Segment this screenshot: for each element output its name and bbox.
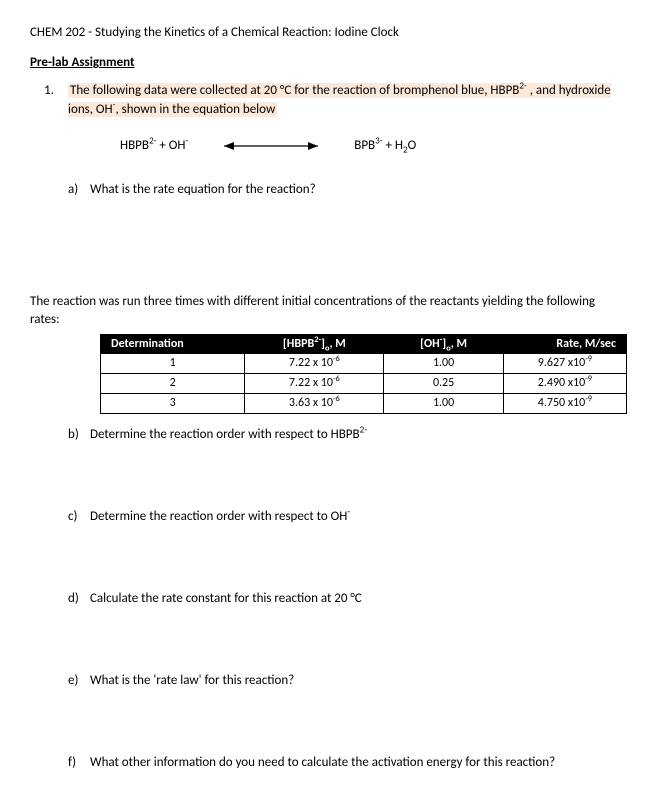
cell-hbpb: 7.22 x 10-6	[245, 374, 384, 394]
cell-det: 1	[101, 354, 245, 374]
q1-sup1: 2-	[519, 81, 526, 92]
q1-line2-pre: ions, OH	[68, 102, 113, 117]
question-c: c) Determine the reaction order with res…	[30, 508, 627, 526]
th-hbpb: [HBPB2-]o, M	[245, 334, 384, 354]
section-heading: Pre-lab Assignment	[30, 54, 627, 72]
table-body: 17.22 x 10-61.009.627 x10-927.22 x 10-60…	[101, 354, 627, 413]
eq-lhs1: HBPB	[120, 138, 149, 153]
cell-rate: 4.750 x10-9	[503, 393, 626, 413]
qf-text: What other information do you need to ca…	[90, 754, 555, 772]
cell-hbpb: 7.22 x 10-6	[245, 354, 384, 374]
cell-det: 2	[101, 374, 245, 394]
cell-det: 3	[101, 393, 245, 413]
cell-oh: 1.00	[384, 393, 503, 413]
rates-intro: The reaction was run three times with di…	[30, 293, 627, 329]
course-title: CHEM 202 - Studying the Kinetics of a Ch…	[30, 24, 627, 42]
eq-rhs2-tail: O	[408, 138, 417, 153]
qc-letter: c)	[68, 508, 90, 526]
eq-lhs2-sup: -	[185, 135, 188, 146]
th-determination: Determination	[101, 334, 245, 354]
question-e: e) What is the 'rate law' for this react…	[30, 672, 627, 690]
eq-rhs1-sup: 3-	[375, 135, 382, 146]
qb-text: Determine the reaction order with respec…	[90, 426, 367, 444]
cell-oh: 1.00	[384, 354, 503, 374]
qa-text: What is the rate equation for the reacti…	[90, 181, 316, 199]
q1-line2-tail: , shown in the equation below	[115, 102, 275, 117]
q1-line1: The following data were collected at 20 …	[70, 83, 519, 98]
question-b: b) Determine the reaction order with res…	[30, 426, 627, 444]
th-oh: [OH-]o, M	[384, 334, 503, 354]
qd-text: Calculate the rate constant for this rea…	[90, 590, 362, 608]
question-a: a) What is the rate equation for the rea…	[30, 181, 627, 199]
th-rate: Rate, M/sec	[503, 334, 626, 354]
cell-rate: 9.627 x10-9	[503, 354, 626, 374]
q1-highlight: The following data were collected at 20 …	[68, 83, 611, 116]
qc-text: Determine the reaction order with respec…	[90, 508, 350, 526]
table-row: 17.22 x 10-61.009.627 x10-9	[101, 354, 627, 374]
qb-letter: b)	[68, 426, 90, 444]
qf-letter: f)	[68, 754, 90, 772]
table-row: 33.63 x 10-61.004.750 x10-9	[101, 393, 627, 413]
q1-line1-tail: , and hydroxide	[527, 83, 611, 98]
reaction-equation: HBPB2- + OH- BPB3- + H2O	[120, 137, 627, 155]
q1-number: 1.	[30, 82, 68, 118]
cell-hbpb: 3.63 x 10-6	[245, 393, 384, 413]
eq-lhs1-sup: 2-	[149, 135, 156, 146]
question-f: f) What other information do you need to…	[30, 754, 627, 772]
q1-text: The following data were collected at 20 …	[68, 82, 627, 118]
eq-lhs2: OH	[169, 138, 186, 153]
eq-plus2: +	[385, 138, 394, 153]
cell-rate: 2.490 x10-9	[503, 374, 626, 394]
question-1: 1. The following data were collected at …	[30, 82, 627, 118]
table-row: 27.22 x 10-60.252.490 x10-9	[101, 374, 627, 394]
question-d: d) Calculate the rate constant for this …	[30, 590, 627, 608]
qe-letter: e)	[68, 672, 90, 690]
qa-letter: a)	[68, 181, 90, 199]
equilibrium-arrow-icon	[216, 139, 326, 153]
eq-rhs1: BPB	[354, 138, 375, 153]
qe-text: What is the 'rate law' for this reaction…	[90, 672, 294, 690]
eq-rhs2: H	[395, 138, 403, 153]
cell-oh: 0.25	[384, 374, 503, 394]
data-table: Determination [HBPB2-]o, M [OH-]o, M Rat…	[100, 334, 627, 414]
qd-letter: d)	[68, 590, 90, 608]
eq-plus1: +	[159, 138, 168, 153]
